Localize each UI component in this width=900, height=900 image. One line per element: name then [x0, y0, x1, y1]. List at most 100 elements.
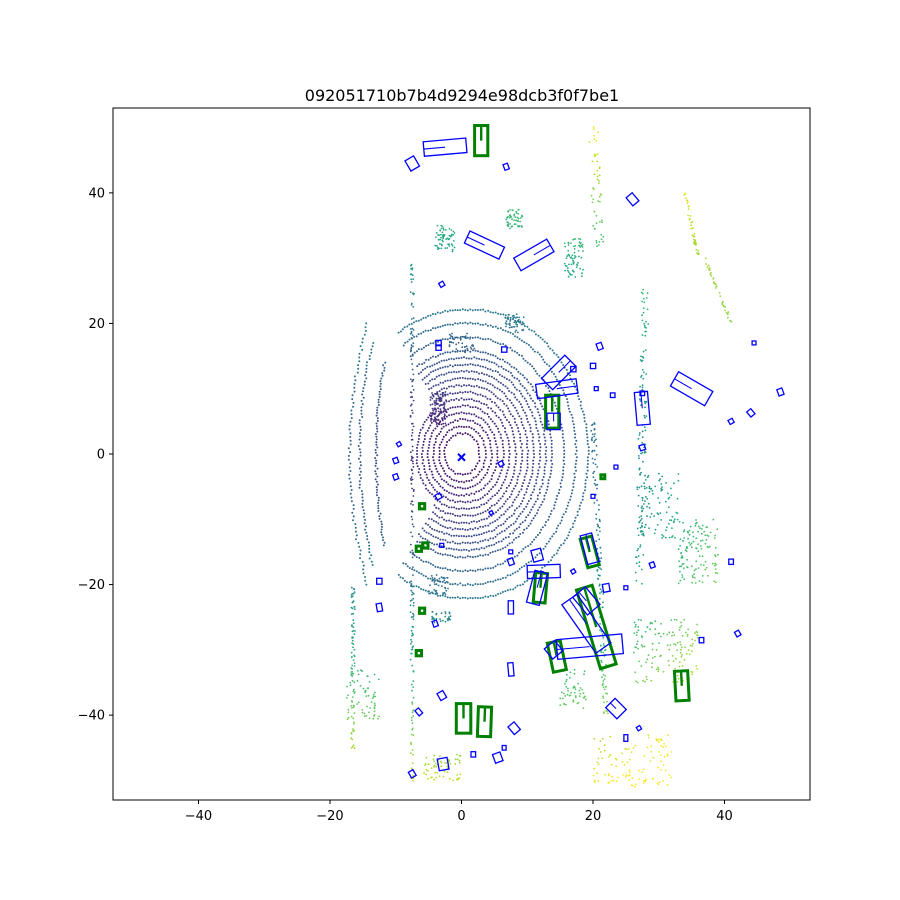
lidar-point: [379, 388, 382, 391]
lidar-point: [412, 495, 415, 497]
lidar-point: [427, 770, 429, 772]
lidar-point: [459, 555, 462, 558]
lidar-point: [522, 409, 525, 412]
lidar-point: [383, 369, 386, 372]
lidar-point: [544, 524, 547, 527]
lidar-point: [635, 680, 637, 683]
lidar-point: [456, 556, 459, 559]
x-tick-label: 20: [585, 809, 602, 824]
lidar-point: [601, 676, 603, 679]
lidar-point: [640, 291, 643, 294]
lidar-point: [375, 459, 378, 462]
lidar-point: [562, 364, 565, 366]
lidar-point: [665, 500, 667, 503]
lidar-point: [692, 535, 695, 538]
lidar-point: [554, 404, 557, 407]
lidar-point: [459, 542, 462, 545]
lidar-point: [449, 484, 452, 487]
lidar-point: [633, 785, 636, 788]
lidar-point: [354, 630, 356, 632]
lidar-point: [447, 371, 450, 374]
lidar-point: [474, 349, 477, 352]
lidar-point: [584, 482, 587, 485]
lidar-point: [459, 350, 462, 353]
lidar-point: [499, 418, 502, 421]
lidar-point: [508, 484, 510, 487]
lidar-point: [504, 314, 507, 317]
lidar-point: [463, 426, 465, 428]
lidar-point: [447, 408, 450, 411]
lidar-point: [446, 576, 449, 579]
lidar-point: [647, 734, 650, 736]
lidar-point: [602, 680, 605, 682]
lidar-point: [556, 494, 559, 497]
lidar-point: [479, 512, 482, 515]
lidar-point: [494, 535, 497, 538]
lidar-point: [662, 780, 664, 782]
lidar-point: [727, 316, 729, 319]
lidar-point: [580, 501, 583, 504]
lidar-point: [685, 199, 688, 202]
lidar-point: [384, 361, 387, 364]
lidar-point: [456, 514, 459, 517]
lidar-point: [429, 314, 432, 317]
lidar-point: [700, 540, 702, 542]
lidar-point: [657, 738, 660, 741]
lidar-point: [422, 423, 425, 426]
lidar-point: [554, 375, 557, 378]
lidar-point: [685, 653, 688, 655]
lidar-point: [484, 538, 487, 541]
lidar-point: [598, 195, 601, 198]
lidar-point: [657, 632, 660, 635]
lidar-point: [359, 345, 362, 348]
lidar-point: [701, 575, 704, 577]
lidar-point: [522, 316, 525, 319]
lidar-point: [410, 476, 413, 478]
lidar-point: [542, 408, 545, 411]
lidar-point: [424, 764, 426, 767]
lidar-point: [502, 449, 505, 452]
lidar-point: [468, 426, 471, 428]
lidar-point: [530, 475, 533, 478]
lidar-point: [464, 309, 467, 311]
lidar-point: [578, 398, 581, 401]
lidar-point: [590, 194, 593, 197]
lidar-point: [359, 553, 362, 556]
lidar-point: [449, 762, 452, 765]
lidar-point: [535, 536, 537, 539]
lidar-point: [555, 378, 558, 381]
lidar-point: [448, 245, 451, 247]
lidar-point: [531, 506, 534, 508]
lidar-point: [607, 712, 609, 715]
lidar-point: [560, 479, 563, 482]
lidar-point: [356, 680, 359, 682]
lidar-point: [669, 644, 672, 646]
lidar-point: [494, 494, 496, 497]
lidar-point: [412, 566, 414, 568]
lidar-point: [468, 384, 471, 387]
lidar-point: [552, 532, 555, 535]
lidar-point: [435, 574, 438, 576]
lidar-point: [641, 430, 644, 433]
lidar-point: [504, 427, 506, 430]
lidar-point: [484, 474, 487, 477]
lidar-point: [412, 612, 414, 615]
lidar-point: [578, 244, 580, 247]
lidar-point: [493, 386, 496, 389]
lidar-point: [696, 631, 699, 634]
lidar-point: [649, 628, 651, 631]
lidar-point: [444, 380, 447, 383]
lidar-point: [366, 535, 369, 537]
lidar-point: [593, 779, 596, 782]
prediction-box: [579, 532, 601, 566]
lidar-point: [678, 628, 681, 631]
lidar-point: [594, 433, 596, 435]
lidar-point: [536, 475, 539, 478]
lidar-point: [448, 506, 450, 509]
lidar-point: [493, 543, 496, 546]
lidar-point: [456, 364, 459, 367]
lidar-point: [441, 395, 444, 398]
lidar-point: [510, 478, 513, 481]
lidar-point: [442, 495, 445, 498]
lidar-point: [444, 414, 446, 417]
